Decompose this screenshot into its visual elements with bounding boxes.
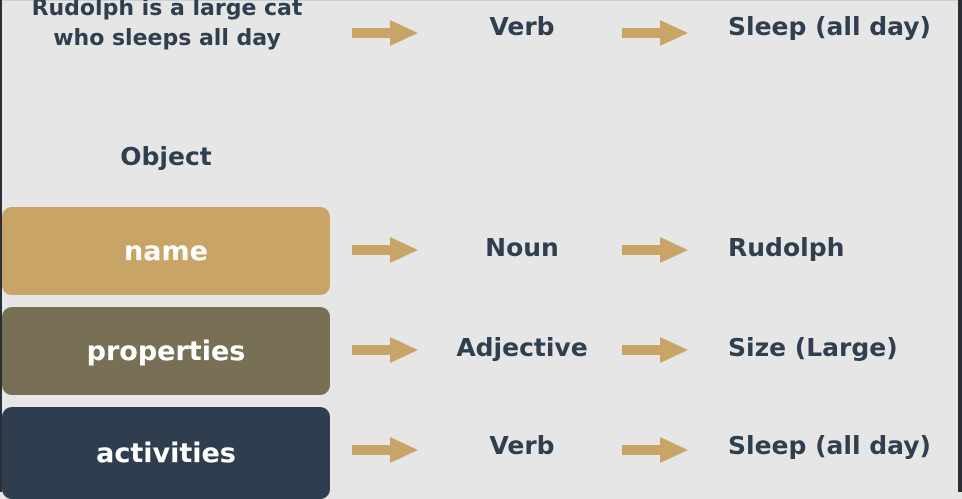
name-box: name bbox=[2, 207, 330, 295]
properties-box-label: properties bbox=[86, 335, 246, 367]
name-middle-label: Noun bbox=[485, 233, 559, 262]
top-middle-label: Verb bbox=[489, 12, 555, 41]
activities-middle-label: Verb bbox=[489, 431, 555, 460]
name-box-label: name bbox=[124, 235, 208, 267]
arrow-right-icon bbox=[622, 20, 688, 46]
name-right-label: Rudolph bbox=[728, 233, 845, 262]
arrow-right-icon bbox=[622, 237, 688, 263]
activities-box: activities bbox=[2, 407, 330, 499]
top-border bbox=[0, 0, 962, 1]
example-sentence: Rudolph is a large cat who sleeps all da… bbox=[31, 0, 303, 51]
properties-right-label: Size (Large) bbox=[728, 333, 898, 362]
object-heading: Object bbox=[120, 142, 212, 171]
top-right-label: Sleep (all day) bbox=[728, 12, 931, 41]
properties-middle-label: Adjective bbox=[456, 333, 588, 362]
arrow-right-icon bbox=[352, 237, 418, 263]
activities-box-label: activities bbox=[96, 437, 236, 469]
arrow-right-icon bbox=[352, 437, 418, 463]
arrow-right-icon bbox=[622, 437, 688, 463]
arrow-right-icon bbox=[352, 337, 418, 363]
arrow-right-icon bbox=[352, 20, 418, 46]
right-window-edge bbox=[958, 0, 962, 492]
properties-box: properties bbox=[2, 307, 330, 395]
activities-right-label: Sleep (all day) bbox=[728, 431, 931, 460]
left-window-edge bbox=[0, 0, 2, 492]
arrow-right-icon bbox=[622, 337, 688, 363]
